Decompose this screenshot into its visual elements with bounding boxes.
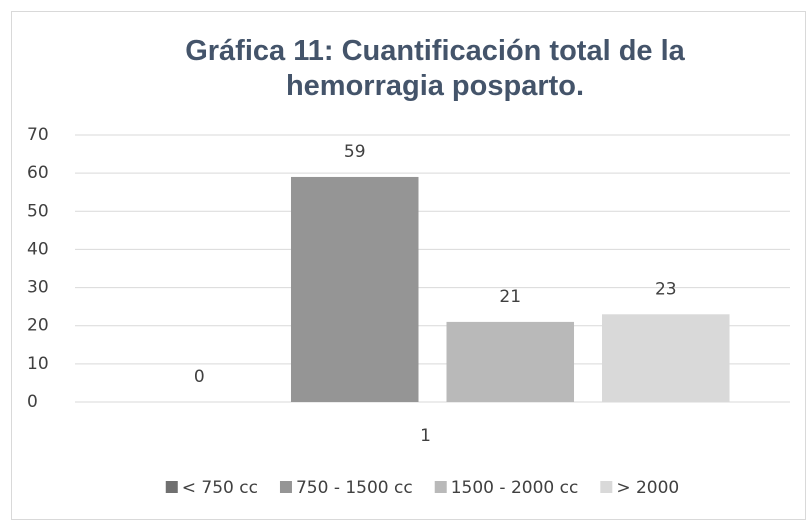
bar — [602, 314, 730, 402]
data-label: 59 — [344, 142, 366, 162]
legend-label: > 2000 — [616, 478, 679, 498]
x-tick-label: 1 — [420, 426, 431, 446]
y-tick-label: 20 — [27, 316, 49, 336]
data-label: 23 — [655, 279, 677, 299]
legend-label: 1500 - 2000 cc — [451, 478, 579, 498]
legend-label: 750 - 1500 cc — [296, 478, 413, 498]
chart-title: Gráfica 11: Cuantificación total de la h… — [185, 35, 685, 102]
data-label: 21 — [499, 287, 521, 307]
y-tick-label: 10 — [27, 354, 49, 374]
legend-swatch — [600, 481, 613, 493]
bar — [446, 321, 575, 402]
legend-swatch — [165, 481, 178, 493]
y-tick-label: 0 — [27, 392, 38, 412]
bar — [290, 176, 419, 402]
y-tick-label: 60 — [27, 163, 49, 183]
legend-swatch — [434, 481, 447, 493]
y-tick-label: 40 — [27, 239, 49, 259]
y-tick-label: 70 — [27, 125, 49, 145]
y-tick-label: 50 — [27, 201, 49, 221]
data-label: 0 — [194, 367, 205, 387]
y-tick-label: 30 — [27, 278, 49, 298]
legend-swatch — [279, 481, 292, 493]
legend-label: < 750 cc — [182, 478, 258, 498]
